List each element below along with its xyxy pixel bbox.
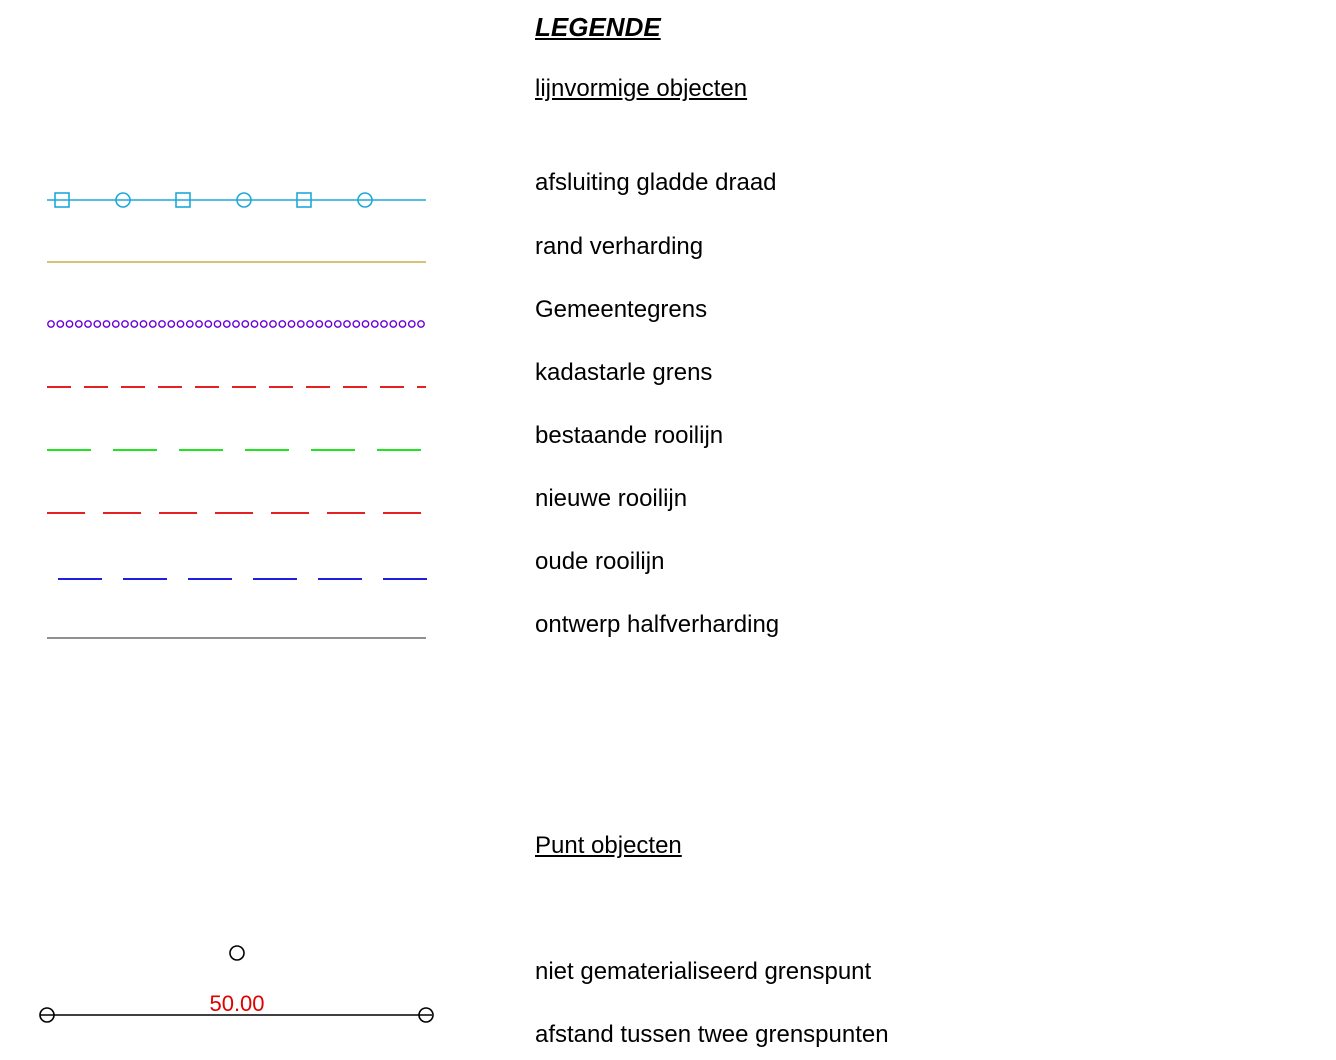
legend-label-half-pavement-design: ontwerp halfverharding [535,611,780,638]
municipal-border-dot [361,320,370,328]
municipal-border-dot [324,320,333,328]
municipal-border-dot [204,320,213,328]
municipal-border-dot [84,320,92,328]
municipal-border-symbol [47,320,425,328]
legend-label-distance: afstand tussen twee grenspunten [535,1021,889,1048]
municipal-border-dot [139,320,148,328]
municipal-border-dot [74,320,83,328]
municipal-border-dot [278,320,287,328]
legend-title: LEGENDE [535,12,661,42]
municipal-border-dot [315,320,324,328]
legend-label-boundary-point: niet gematerialiseerd grenspunt [535,958,872,985]
municipal-border-dot [259,320,268,328]
boundary-point-symbol [229,945,245,961]
municipal-border-dot [148,320,157,328]
municipal-border-dot [167,320,176,328]
municipal-border-dot [213,320,222,328]
fence-line-symbol [47,192,426,208]
legend-label-cadastral-border: kadastarle grens [535,359,713,386]
municipal-border-dot [195,320,203,328]
municipal-border-dot [232,320,240,328]
legend-label-fence: afsluiting gladde draad [535,169,777,196]
municipal-border-dot [158,320,166,328]
municipal-border-dot [130,320,139,328]
legend-label-old-building-line: oude rooilijn [535,548,665,575]
municipal-border-dot [287,320,296,328]
legend-label-new-building-line: nieuwe rooilijn [535,485,688,512]
point-objects-heading: Punt objecten [535,832,682,859]
municipal-border-dot [65,320,74,328]
municipal-border-dot [343,320,351,328]
municipal-border-dot [407,320,416,328]
municipal-border-dot [417,320,425,328]
municipal-border-dot [176,320,185,328]
municipal-border-dot [121,320,129,328]
distance-value-label: 50.00 [209,991,264,1016]
municipal-border-dot [398,320,407,328]
municipal-border-dot [250,320,259,328]
line-objects-heading: lijnvormige objecten [535,75,748,102]
legend-label-pavement-edge: rand verharding [535,233,704,260]
municipal-border-dot [296,320,305,328]
municipal-border-dot [93,320,102,328]
legend-label-municipal-border: Gemeentegrens [535,296,708,323]
municipal-border-dot [269,320,277,328]
municipal-border-dot [241,320,250,328]
municipal-border-dot [306,320,314,328]
municipal-border-dot [185,320,194,328]
municipal-border-dot [56,320,65,328]
municipal-border-dot [352,320,361,328]
legend-label-existing-building-line: bestaande rooilijn [535,422,724,449]
distance-line-symbol [39,1007,434,1023]
municipal-border-dot [389,320,398,328]
municipal-border-dot [380,320,388,328]
municipal-border-dot [111,320,120,328]
municipal-border-dot [102,320,111,328]
municipal-border-dot [222,320,231,328]
municipal-border-dot [370,320,379,328]
municipal-border-dot [333,320,342,328]
municipal-border-dot [47,320,55,328]
